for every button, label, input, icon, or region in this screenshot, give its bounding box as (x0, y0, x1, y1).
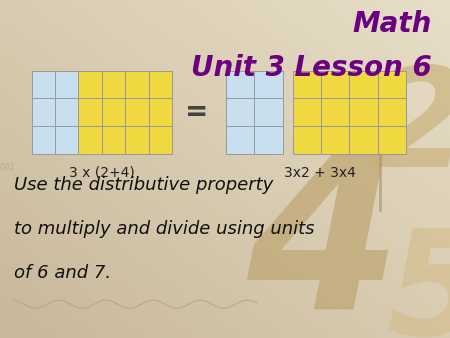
Text: 001: 001 (0, 163, 133, 172)
Bar (148, 126, 172, 154)
Bar (226, 71, 254, 98)
Bar (78, 98, 102, 126)
Bar (254, 71, 283, 98)
Bar (78, 71, 102, 98)
Bar (102, 71, 125, 98)
Text: to multiply and divide using units: to multiply and divide using units (14, 220, 314, 238)
Bar (226, 98, 254, 126)
Bar (148, 98, 172, 126)
Bar (102, 126, 125, 154)
Text: 2: 2 (373, 61, 450, 196)
Text: Unit 3 Lesson 6: Unit 3 Lesson 6 (191, 54, 432, 82)
Text: 3 x (2+4): 3 x (2+4) (69, 166, 135, 179)
Bar (321, 126, 349, 154)
Text: Math: Math (353, 10, 432, 38)
Bar (125, 126, 148, 154)
Text: =: = (185, 98, 208, 126)
Bar (349, 126, 378, 154)
Text: 3x2 + 3x4: 3x2 + 3x4 (284, 166, 356, 179)
Bar (378, 98, 406, 126)
Bar (32, 126, 55, 154)
Bar (349, 98, 378, 126)
Text: of 6 and 7.: of 6 and 7. (14, 264, 111, 282)
Text: Use the distributive property: Use the distributive property (14, 176, 273, 194)
Bar (102, 98, 125, 126)
Bar (378, 126, 406, 154)
Bar (55, 71, 78, 98)
Text: 5: 5 (386, 224, 450, 338)
Bar (254, 98, 283, 126)
Bar (55, 98, 78, 126)
Bar (125, 71, 148, 98)
Bar (292, 126, 321, 154)
Bar (292, 98, 321, 126)
Bar (349, 71, 378, 98)
Bar (148, 71, 172, 98)
Bar (78, 126, 102, 154)
Bar (254, 126, 283, 154)
Bar (32, 71, 55, 98)
Bar (125, 98, 148, 126)
Text: 4: 4 (247, 141, 401, 338)
Bar (321, 98, 349, 126)
Bar (321, 71, 349, 98)
Bar (32, 98, 55, 126)
Bar (55, 126, 78, 154)
Bar (292, 71, 321, 98)
Bar (378, 71, 406, 98)
Bar (226, 126, 254, 154)
